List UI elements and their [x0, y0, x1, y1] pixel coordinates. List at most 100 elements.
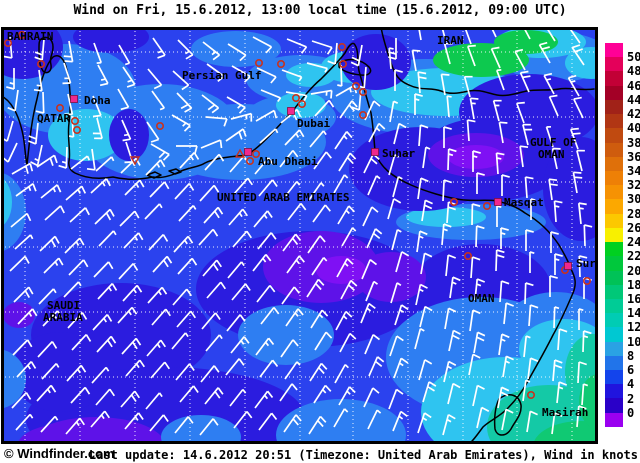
- wind-barb: [147, 68, 163, 90]
- wind-barb: [92, 117, 103, 140]
- wind-barb: [567, 74, 580, 97]
- wind-barb: [470, 256, 481, 279]
- wind-barb: [389, 335, 404, 357]
- spot-marker[interactable]: [255, 58, 264, 67]
- wind-barb: [86, 148, 96, 171]
- spot-marker[interactable]: [482, 202, 491, 211]
- wind-barb: [39, 235, 60, 252]
- wind-barb: [538, 41, 551, 64]
- spot-marker[interactable]: [55, 104, 64, 113]
- wind-barb: [44, 205, 65, 221]
- wind-speed-region: [494, 30, 558, 54]
- wind-barb: [70, 386, 91, 404]
- spot-marker[interactable]: [252, 150, 261, 159]
- spot-marker[interactable]: [71, 117, 80, 126]
- city-marker[interactable]: [494, 198, 502, 206]
- legend-tick-label: 10: [627, 334, 640, 349]
- wind-barb: [285, 308, 304, 327]
- wind-barb: [201, 94, 220, 114]
- spot-marker[interactable]: [449, 198, 458, 207]
- wind-barb: [422, 381, 437, 403]
- spot-marker[interactable]: [351, 81, 360, 90]
- city-marker[interactable]: [70, 95, 78, 103]
- wind-barb: [257, 232, 277, 250]
- wind-barb: [327, 42, 338, 65]
- spot-marker[interactable]: [73, 126, 82, 135]
- city-marker[interactable]: [371, 148, 379, 156]
- wind-barb: [145, 392, 163, 410]
- legend-tick-label: 6: [627, 363, 635, 378]
- wind-barb: [206, 63, 225, 82]
- wind-barb: [446, 95, 452, 118]
- wind-barb: [148, 234, 169, 251]
- spot-marker[interactable]: [463, 252, 472, 261]
- spot-marker[interactable]: [246, 157, 255, 166]
- spot-marker[interactable]: [338, 59, 347, 68]
- wind-barb: [578, 308, 584, 330]
- wind-barb: [151, 90, 165, 111]
- wind-barb: [311, 40, 333, 55]
- wind-barb: [338, 386, 356, 406]
- wind-barb: [411, 49, 421, 72]
- spot-marker[interactable]: [276, 59, 285, 68]
- wind-barb: [474, 278, 486, 301]
- wind-barb: [417, 71, 427, 94]
- wind-barb: [13, 286, 34, 303]
- wind-barb: [15, 183, 37, 197]
- legend-color-band: [605, 128, 623, 143]
- wind-barb: [334, 363, 349, 384]
- spot-marker[interactable]: [36, 59, 45, 68]
- spot-marker[interactable]: [3, 39, 13, 48]
- spot-marker[interactable]: [291, 94, 300, 103]
- wind-barb: [97, 283, 118, 300]
- wind-barb: [314, 99, 335, 117]
- wind-barb: [392, 175, 403, 198]
- wind-barb: [146, 339, 167, 357]
- legend-color-band: [605, 370, 623, 385]
- wind-barb: [548, 178, 558, 201]
- map-label-dubai: Dubai: [297, 117, 330, 130]
- wind-barb: [498, 121, 508, 144]
- city-marker[interactable]: [564, 262, 572, 270]
- wind-barb: [30, 144, 43, 167]
- city-marker[interactable]: [287, 107, 295, 115]
- wind-barb: [40, 415, 59, 433]
- wind-barb: [204, 153, 225, 171]
- wind-barb: [68, 259, 89, 276]
- wind-barb: [475, 225, 485, 248]
- wind-barb: [124, 412, 144, 430]
- triangle-marker[interactable]: [129, 156, 141, 166]
- map-label-abu-dhabi: Abu Dhabi: [258, 155, 318, 168]
- wind-barb: [308, 182, 325, 201]
- legend-color-band: [605, 298, 623, 314]
- wind-barb: [202, 41, 221, 61]
- spot-marker[interactable]: [337, 42, 346, 51]
- city-marker[interactable]: [244, 148, 252, 156]
- windfinder-copyright-link[interactable]: © Windfinder.com: [4, 446, 115, 461]
- legend-tick-label: 44: [627, 92, 640, 107]
- wind-barb: [286, 255, 305, 274]
- wind-barb: [311, 257, 328, 276]
- map-label-saudi: SAUDI: [47, 299, 80, 312]
- spot-marker[interactable]: [156, 122, 165, 131]
- wind-barb: [310, 89, 333, 99]
- wind-barb: [417, 412, 432, 434]
- triangle-marker[interactable]: [234, 148, 246, 158]
- wind-barb: [363, 387, 380, 408]
- legend-tick-label: 24: [627, 235, 640, 250]
- spot-marker[interactable]: [358, 111, 367, 120]
- spot-marker[interactable]: [17, 31, 26, 40]
- coastline: [168, 168, 182, 175]
- wind-speed-region: [3, 302, 35, 328]
- wind-barb: [174, 416, 194, 434]
- spot-marker[interactable]: [358, 87, 367, 96]
- wind-barb: [172, 288, 193, 306]
- wind-barb: [501, 174, 510, 196]
- spot-marker[interactable]: [582, 277, 591, 286]
- spot-marker[interactable]: [526, 390, 535, 399]
- wind-barb: [492, 99, 502, 122]
- spot-marker[interactable]: [297, 100, 306, 109]
- wind-barb: [150, 361, 171, 379]
- wind-barb: [198, 228, 219, 246]
- legend-tick-label: 14: [627, 306, 640, 321]
